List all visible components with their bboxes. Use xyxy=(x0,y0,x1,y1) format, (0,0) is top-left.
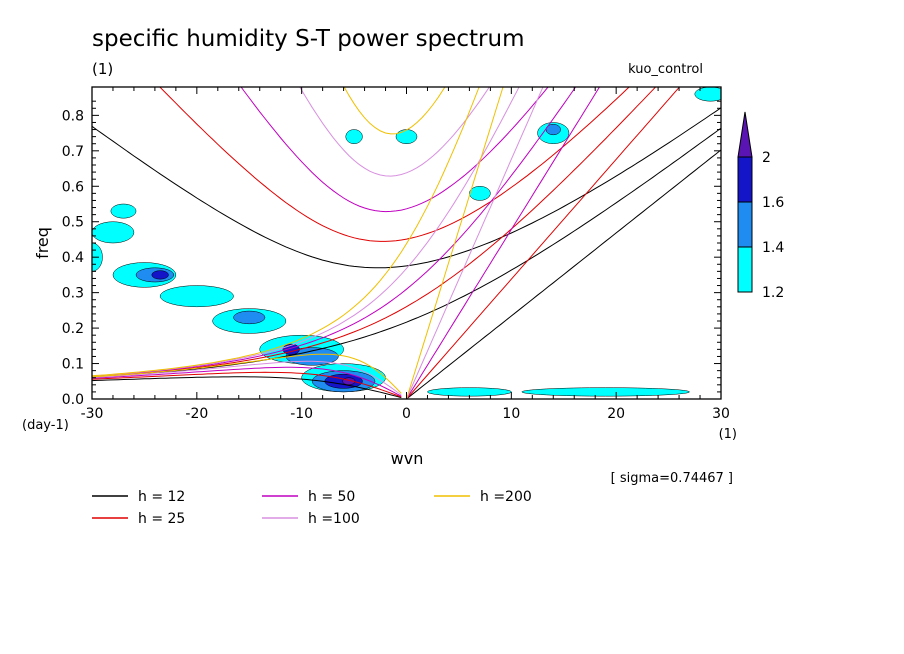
contour-region-14 xyxy=(694,87,721,102)
kelvin-curve-2 xyxy=(406,87,601,399)
y-tick-label: 0.8 xyxy=(62,108,84,124)
contour-region-1 xyxy=(159,285,234,308)
x-tick-label: -10 xyxy=(290,406,313,422)
x-axis-unit: (1) xyxy=(719,427,737,442)
kelvin-curve-1 xyxy=(406,87,681,399)
legend-label-1: h = 25 xyxy=(138,511,185,527)
colorbar-label: 1.2 xyxy=(762,285,784,301)
legend: h = 12 h = 25 h = 50 h =100 h =200 xyxy=(92,489,532,527)
dispersion-curves xyxy=(92,87,721,399)
colorbar: 1.2 1.4 1.6 2 xyxy=(737,111,784,301)
gravity-curve-1 xyxy=(159,87,630,242)
kelvin-curve-0 xyxy=(406,149,721,399)
rossby-curve-0 xyxy=(92,376,402,399)
mrg-curve-4 xyxy=(92,87,480,377)
legend-label-2: h = 50 xyxy=(308,489,355,505)
x-axis-label: wvn xyxy=(391,449,424,468)
x-tick-label: 10 xyxy=(502,406,520,422)
chart-subtitle-right: kuo_control xyxy=(628,62,703,77)
x-tick-label: -30 xyxy=(81,406,104,422)
colorbar-box-1 xyxy=(737,246,753,293)
y-tick-label: 0.2 xyxy=(62,321,84,337)
y-tick-label: 0.6 xyxy=(62,179,84,195)
y-axis: 0.0 0.1 0.2 0.3 0.4 0.5 0.6 0.7 0.8 xyxy=(62,100,721,408)
contour-layer xyxy=(92,87,721,397)
contour-region-13 xyxy=(345,129,363,144)
legend-label-3: h =100 xyxy=(308,511,360,527)
gravity-curve-4 xyxy=(343,87,446,135)
gravity-curve-3 xyxy=(299,87,490,177)
colorbar-box-3 xyxy=(737,156,753,203)
contour-region-6 xyxy=(110,203,137,219)
chart-title: specific humidity S-T power spectrum xyxy=(92,26,524,52)
contour-region-16 xyxy=(233,310,266,325)
y-tick-label: 0.3 xyxy=(62,286,84,302)
y-tick-label: 0.0 xyxy=(62,392,84,408)
mrg-curve-3 xyxy=(92,87,520,377)
gravity-curve-2 xyxy=(240,87,549,213)
colorbar-label: 1.6 xyxy=(762,195,784,211)
y-tick-label: 0.1 xyxy=(62,357,84,373)
x-tick-label: 30 xyxy=(712,406,730,422)
y-axis-label: freq xyxy=(33,227,52,259)
chart-subtitle-left: (1) xyxy=(92,60,113,78)
y-tick-label: 0.5 xyxy=(62,215,84,231)
mrg-curve-0 xyxy=(92,127,721,378)
sigma-note: [ sigma=0.74467 ] xyxy=(611,471,733,486)
curve-group-0 xyxy=(92,107,721,399)
curve-group-1 xyxy=(92,87,681,399)
x-axis: -30 -20 -10 0 10 20 30 xyxy=(81,87,730,422)
y-tick-label: 0.7 xyxy=(62,144,84,160)
contour-region-12 xyxy=(469,186,491,201)
contour-region-11 xyxy=(395,129,418,144)
colorbar-label: 2 xyxy=(762,150,771,166)
legend-label-4: h =200 xyxy=(480,489,532,505)
legend-label-0: h = 12 xyxy=(138,489,185,505)
contour-region-8 xyxy=(521,387,690,397)
rossby-curve-4 xyxy=(92,353,402,394)
x-tick-label: 0 xyxy=(402,406,411,422)
colorbar-label: 1.4 xyxy=(762,240,784,256)
mrg-curve-1 xyxy=(92,87,657,378)
y-axis-unit: (day-1) xyxy=(22,418,69,433)
kelvin-curve-4 xyxy=(406,87,504,399)
y-tick-label: 0.4 xyxy=(62,250,84,266)
contour-region-5 xyxy=(92,221,135,244)
x-tick-label: 20 xyxy=(607,406,625,422)
colorbar-box-2 xyxy=(737,201,753,248)
contour-region-9 xyxy=(427,387,512,397)
colorbar-triangle xyxy=(737,111,753,158)
curve-group-4 xyxy=(92,87,504,399)
gravity-curve-0 xyxy=(92,107,721,269)
contour-region-20 xyxy=(151,270,169,280)
rossby-curve-3 xyxy=(92,360,402,396)
curve-group-2 xyxy=(92,87,601,399)
rossby-curve-2 xyxy=(92,366,402,397)
mrg-curve-2 xyxy=(92,87,577,377)
curve-group-3 xyxy=(92,87,544,399)
kelvin-curve-3 xyxy=(406,87,544,399)
rossby-curve-1 xyxy=(92,371,402,398)
x-tick-label: -20 xyxy=(185,406,208,422)
